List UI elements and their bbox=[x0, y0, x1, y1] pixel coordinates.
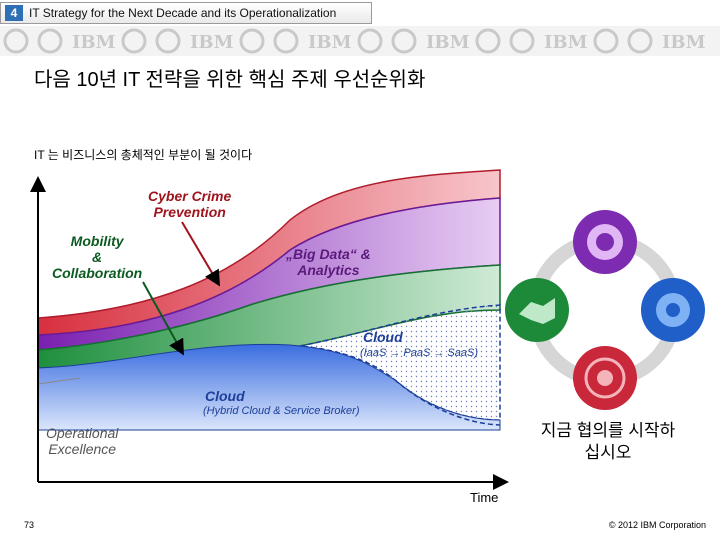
brand-logo-mark: IBM bbox=[72, 32, 116, 53]
slide-header: 4 IT Strategy for the Next Decade and it… bbox=[0, 0, 720, 60]
brand-seal-mark bbox=[357, 28, 383, 54]
brand-seal-mark bbox=[391, 28, 417, 54]
purple-cog-icon bbox=[573, 210, 637, 274]
brand-seal-mark bbox=[3, 28, 29, 54]
x-axis-label: Time bbox=[470, 490, 499, 505]
strategy-wave-chart bbox=[30, 169, 509, 490]
arrow-mobility bbox=[142, 281, 184, 356]
label-mobility: Mobility & Collaboration bbox=[52, 233, 143, 281]
brand-seal-mark bbox=[475, 28, 501, 54]
label-operational-excellence: Operational Excellence bbox=[46, 425, 119, 457]
slide-tab-title: IT Strategy for the Next Decade and its … bbox=[29, 6, 337, 20]
page-number: 73 bbox=[24, 520, 35, 530]
arrow-cyber bbox=[181, 221, 221, 287]
blue-gear-icon bbox=[641, 278, 705, 342]
brand-seal-mark bbox=[155, 28, 181, 54]
brand-seal-mark bbox=[627, 28, 653, 54]
brand-logo-mark: IBM bbox=[426, 32, 470, 53]
brand-logo-mark: IBM bbox=[308, 32, 352, 53]
brand-seal-mark bbox=[239, 28, 265, 54]
brand-logo-mark: IBM bbox=[190, 32, 234, 53]
slide-number: 4 bbox=[5, 5, 23, 21]
brand-seal-mark bbox=[273, 28, 299, 54]
brand-seal-mark bbox=[121, 28, 147, 54]
label-cloud-public-sub: (IaaS → PaaS → SaaS) bbox=[360, 347, 478, 359]
brand-seal-mark bbox=[593, 28, 619, 54]
label-cloud-hybrid-sub: (Hybrid Cloud & Service Broker) bbox=[203, 405, 360, 417]
label-cloud-hybrid: Cloud bbox=[205, 388, 245, 404]
slide-title: 다음 10년 IT 전략을 위한 핵심 주제 우선순위화 bbox=[34, 69, 426, 91]
red-target-icon bbox=[573, 346, 637, 410]
label-big-data: „Big Data“ & Analytics bbox=[286, 246, 371, 278]
brand-logo-mark: IBM bbox=[662, 32, 706, 53]
icon-cycle bbox=[505, 210, 705, 410]
slide-tab: 4 IT Strategy for the Next Decade and it… bbox=[0, 2, 372, 24]
label-cyber-crime: Cyber Crime Prevention bbox=[148, 188, 232, 220]
slide-subtitle: IT 는 비즈니스의 총체적인 부분이 될 것이다 bbox=[34, 148, 253, 162]
brand-seal-mark bbox=[509, 28, 535, 54]
brand-logo-mark: IBM bbox=[544, 32, 588, 53]
green-handshake-icon bbox=[505, 278, 569, 342]
label-cloud-public: Cloud bbox=[363, 329, 403, 345]
call-to-action: 지금 협의를 시작하 십시오 bbox=[540, 421, 676, 462]
brand-pattern-strip: IBM IBM IBM IBM IBM IBM bbox=[0, 26, 720, 56]
brand-seal-mark bbox=[37, 28, 63, 54]
band-cloud-hybrid bbox=[37, 343, 501, 431]
copyright-notice: © 2012 IBM Corporation bbox=[608, 520, 706, 530]
